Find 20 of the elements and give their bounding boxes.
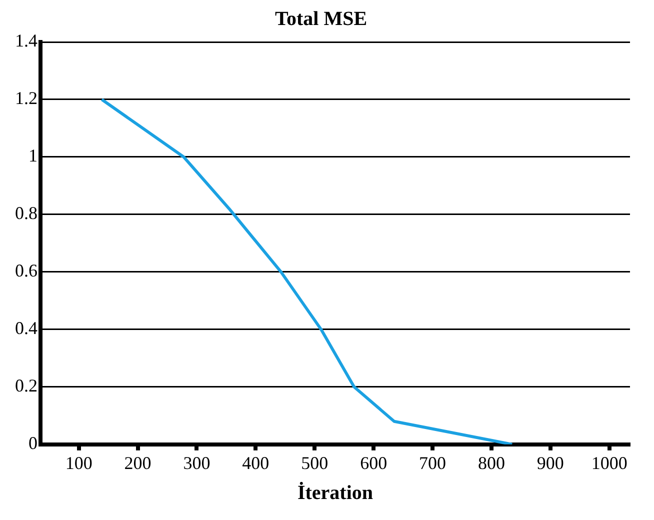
x-tick-label: 400: [242, 452, 270, 473]
y-tick-label: 1.4: [15, 30, 38, 51]
x-tick-label: 700: [419, 452, 446, 473]
y-tick-label: 0.6: [15, 260, 38, 281]
x-tick-label: 500: [301, 452, 328, 473]
y-tick-label: 0.4: [15, 318, 38, 338]
x-tick-label: 600: [360, 452, 388, 473]
y-tick-label: 0.8: [15, 203, 38, 224]
x-tick-label: 300: [183, 452, 210, 473]
y-tick-label: 1: [28, 146, 38, 166]
x-tick-label: 200: [124, 452, 152, 473]
y-tick-label: 0: [28, 433, 38, 454]
y-tick-label: 0.2: [15, 376, 38, 396]
x-axis-title: İteration: [297, 481, 374, 504]
y-tick-label: 1.2: [15, 88, 38, 108]
x-tick-label: 800: [478, 452, 505, 473]
chart-title: Total MSE: [274, 8, 368, 30]
x-tick-label: 1000: [591, 452, 628, 473]
x-tick-label: 100: [65, 452, 92, 473]
x-tick-label: 900: [536, 452, 564, 473]
